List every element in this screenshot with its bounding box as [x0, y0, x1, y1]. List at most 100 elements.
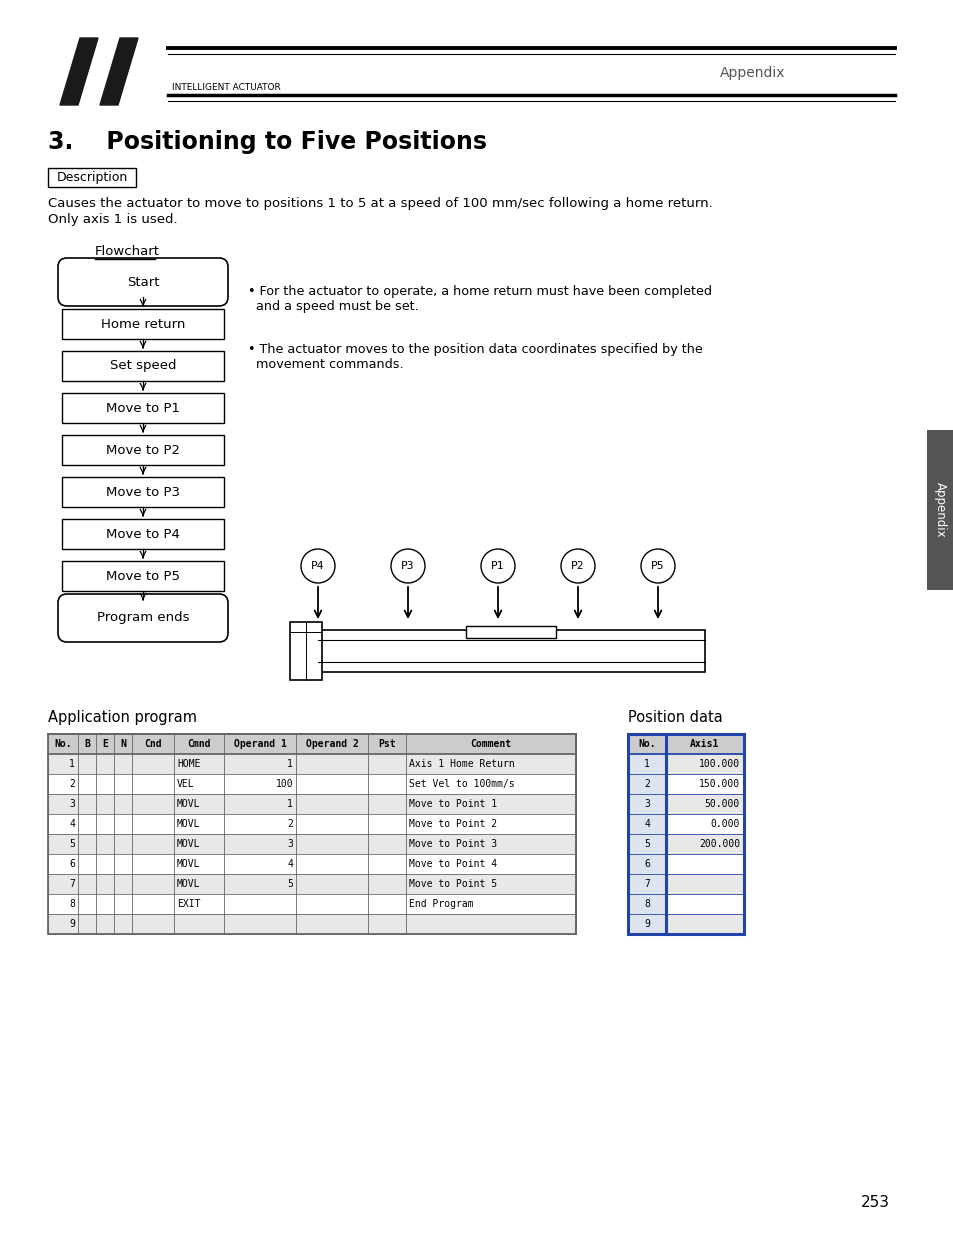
Text: 5: 5 [69, 839, 75, 848]
Text: Move to P3: Move to P3 [106, 485, 180, 499]
Bar [627, 734, 743, 934]
Bar [627, 814, 743, 834]
Text: Move to P1: Move to P1 [106, 401, 180, 415]
Bar [627, 874, 665, 894]
Text: E: E [102, 739, 108, 748]
Text: MOVL: MOVL [177, 799, 200, 809]
Text: Only axis 1 is used.: Only axis 1 is used. [48, 212, 177, 226]
Bar [627, 755, 743, 774]
Text: 6: 6 [643, 860, 649, 869]
Text: Cmnd: Cmnd [187, 739, 211, 748]
Polygon shape [100, 38, 138, 105]
Text: 100: 100 [275, 779, 293, 789]
Text: B: B [84, 739, 90, 748]
Bar [627, 834, 665, 853]
Text: P3: P3 [401, 561, 415, 571]
Text: 4: 4 [643, 819, 649, 829]
Bar [48, 914, 576, 934]
Text: 2: 2 [643, 779, 649, 789]
Text: 50.000: 50.000 [704, 799, 740, 809]
Text: Flowchart: Flowchart [95, 245, 160, 258]
Text: Move to P4: Move to P4 [106, 527, 180, 541]
FancyBboxPatch shape [58, 258, 228, 306]
Text: Operand 1: Operand 1 [233, 739, 286, 748]
Bar [62, 309, 224, 338]
Text: Description: Description [56, 170, 128, 184]
Text: End Program: End Program [409, 899, 473, 909]
Text: 3: 3 [287, 839, 293, 848]
Text: 8: 8 [643, 899, 649, 909]
Text: Move to P5: Move to P5 [106, 569, 180, 583]
Bar [62, 351, 224, 382]
Text: Start: Start [127, 275, 159, 289]
Text: Set speed: Set speed [110, 359, 176, 373]
Text: 1: 1 [287, 760, 293, 769]
Bar [290, 622, 322, 680]
Text: Move to Point 1: Move to Point 1 [409, 799, 497, 809]
Text: 3: 3 [643, 799, 649, 809]
Text: 7: 7 [69, 879, 75, 889]
Bar [48, 794, 576, 814]
Text: Operand 2: Operand 2 [305, 739, 358, 748]
Text: • For the actuator to operate, a home return must have been completed
  and a sp: • For the actuator to operate, a home re… [248, 285, 711, 312]
Text: 2: 2 [287, 819, 293, 829]
Text: 200.000: 200.000 [699, 839, 740, 848]
Text: No.: No. [54, 739, 71, 748]
Bar [62, 477, 224, 508]
Text: Cnd: Cnd [144, 739, 162, 748]
Bar [627, 794, 743, 814]
Text: 1: 1 [287, 799, 293, 809]
Text: Move to Point 3: Move to Point 3 [409, 839, 497, 848]
Text: 4: 4 [69, 819, 75, 829]
Bar [627, 874, 743, 894]
Text: 0.000: 0.000 [710, 819, 740, 829]
Text: Move to Point 5: Move to Point 5 [409, 879, 497, 889]
Text: 9: 9 [643, 919, 649, 929]
Text: Causes the actuator to move to positions 1 to 5 at a speed of 100 mm/sec followi: Causes the actuator to move to positions… [48, 198, 712, 210]
Bar [48, 853, 576, 874]
Text: • The actuator moves to the position data coordinates specified by the
  movemen: • The actuator moves to the position dat… [248, 343, 702, 370]
Text: Axis 1 Home Return: Axis 1 Home Return [409, 760, 515, 769]
Bar [627, 834, 743, 853]
Bar [627, 894, 743, 914]
Text: Set Vel to 100mm/s: Set Vel to 100mm/s [409, 779, 515, 789]
Text: Application program: Application program [48, 710, 196, 725]
Polygon shape [60, 38, 98, 105]
Text: 8: 8 [69, 899, 75, 909]
Bar [48, 168, 136, 186]
Text: 1: 1 [69, 760, 75, 769]
Text: Comment: Comment [470, 739, 511, 748]
Bar [627, 774, 665, 794]
Text: No.: No. [638, 739, 655, 748]
Text: MOVL: MOVL [177, 839, 200, 848]
Text: 5: 5 [643, 839, 649, 848]
Bar [627, 814, 665, 834]
Bar [627, 894, 665, 914]
Bar [48, 894, 576, 914]
Bar [48, 774, 576, 794]
Bar [627, 774, 743, 794]
Bar [62, 435, 224, 466]
Text: 4: 4 [287, 860, 293, 869]
Bar [627, 755, 665, 774]
Bar [48, 814, 576, 834]
Bar [62, 519, 224, 550]
Text: P5: P5 [651, 561, 664, 571]
Text: Move to Point 2: Move to Point 2 [409, 819, 497, 829]
Text: INTELLIGENT ACTUATOR: INTELLIGENT ACTUATOR [172, 83, 280, 91]
Text: Move to Point 4: Move to Point 4 [409, 860, 497, 869]
Text: Axis1: Axis1 [690, 739, 719, 748]
Bar [627, 914, 665, 934]
Text: 7: 7 [643, 879, 649, 889]
Text: Appendix: Appendix [720, 65, 784, 80]
Text: Position data: Position data [627, 710, 722, 725]
Bar [627, 734, 743, 755]
Text: Move to P2: Move to P2 [106, 443, 180, 457]
Bar [627, 914, 743, 934]
Bar [48, 834, 576, 853]
Text: EXIT: EXIT [177, 899, 200, 909]
Text: 1: 1 [643, 760, 649, 769]
Text: 5: 5 [287, 879, 293, 889]
Bar [627, 853, 743, 874]
Bar [48, 734, 576, 934]
